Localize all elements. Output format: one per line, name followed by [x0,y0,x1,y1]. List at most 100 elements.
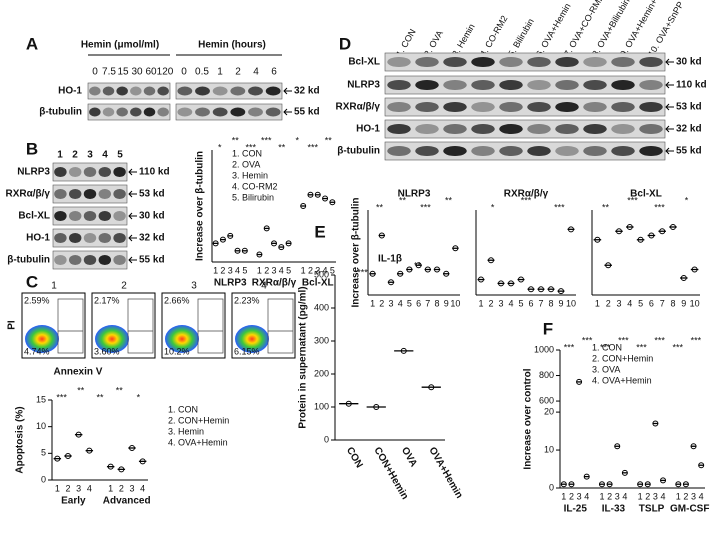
blot-band [98,166,112,178]
group-label: Bcl-XL [302,278,334,289]
x-tick-label: 10 [450,298,460,308]
point [626,224,633,230]
point [300,203,307,209]
arrow [128,190,137,198]
lane-label: 4 [253,67,259,78]
legend-entry: 4. OVA+Hemin [592,375,652,385]
blot-band [499,101,523,113]
point [508,280,514,287]
arrow [283,108,292,116]
blot-band [177,86,193,96]
x-tick-label: 4 [508,298,513,308]
arrow [665,147,674,155]
blot-band [611,123,635,135]
row-label: NLRP3 [347,80,380,91]
header: Hemin (μmol/ml) [81,40,159,51]
significance: *** [245,142,256,152]
blot-band [555,79,579,91]
lane-label: 1 [217,67,223,78]
blot-band [68,254,82,266]
significance: ** [278,142,286,152]
blot-band [83,254,97,266]
y-tick-label: 800 [539,370,554,380]
x-tick-label: 4 [235,265,240,275]
y-tick-label: 500 [314,269,329,279]
x-tick-label: 5 [407,298,412,308]
x-tick-label: 9 [681,298,686,308]
quadrant-value: 2.59% [24,295,50,305]
blot-band [248,107,263,117]
flow-cloud [25,325,59,353]
point [263,225,270,232]
x-tick-label: 4 [622,491,627,501]
point [400,347,407,354]
x-tick-label: 3 [76,483,81,493]
lane-label: 7.5 [102,67,116,78]
x-tick-label: 4 [279,265,284,275]
blot-band [195,86,210,96]
quadrant-value: 3.60% [94,346,120,356]
significance: *** [654,202,665,212]
lane-label: 3 [87,150,93,161]
point [434,266,440,273]
x-tick-label: 1 [301,265,306,275]
point [415,262,422,269]
legend-entry: 3. Hemin [232,170,268,180]
blot-band [583,56,607,68]
x-tick-label: 6 [528,298,533,308]
blot-band [499,79,523,91]
x-tick-label: 2 [606,298,611,308]
blot-band [116,86,128,96]
x-tick-label: 5 [330,265,335,275]
blot-band [611,145,635,157]
arrow [665,103,674,111]
point [598,481,605,488]
size-label: 110 kd [676,80,707,91]
blot-band [471,123,495,135]
point [452,245,459,252]
arrow [128,234,137,242]
significance: *** [582,335,593,345]
blot-band [527,56,551,68]
row-label: RXRα/β/γ [6,189,51,200]
significance: ** [325,135,333,145]
blot-band [583,123,607,135]
axis-label: PI [7,320,18,330]
chart-title: NLRP3 [398,189,431,200]
blot-band [68,232,82,244]
blot-band [499,56,523,68]
size-label: 55 kd [676,146,702,157]
blot-band [611,79,635,91]
x-tick-label: 9 [558,298,563,308]
significance: *** [420,202,431,212]
row-label: HO-1 [26,233,50,244]
point [345,400,352,407]
blot-band [583,79,607,91]
point [594,236,601,243]
point [528,286,534,293]
quadrant-value: 10.2% [164,346,190,356]
lane-label: 2 [235,67,241,78]
point [406,266,413,273]
x-tick-label: 3 [577,491,582,501]
point [606,481,613,488]
point [129,445,135,451]
row-label: NLRP3 [17,167,50,178]
point [652,420,659,427]
y-tick-label: 0 [324,434,329,444]
x-tick-label: 10 [566,298,576,308]
significance: ** [232,135,240,145]
y-axis-label: Apoptosis (%) [15,406,26,473]
blot-band [230,86,246,96]
group-label: Advanced [103,496,151,507]
size-label: 32 kd [139,233,165,244]
blot-band [499,123,523,135]
blot-band [415,145,439,157]
arrow [128,256,137,264]
arrow [283,87,292,95]
x-tick-label: 10 [690,298,700,308]
y-tick-label: 10 [36,421,46,431]
blot-band [212,86,228,96]
quadrant-value: 4.74% [24,346,50,356]
blot-band [471,56,495,68]
